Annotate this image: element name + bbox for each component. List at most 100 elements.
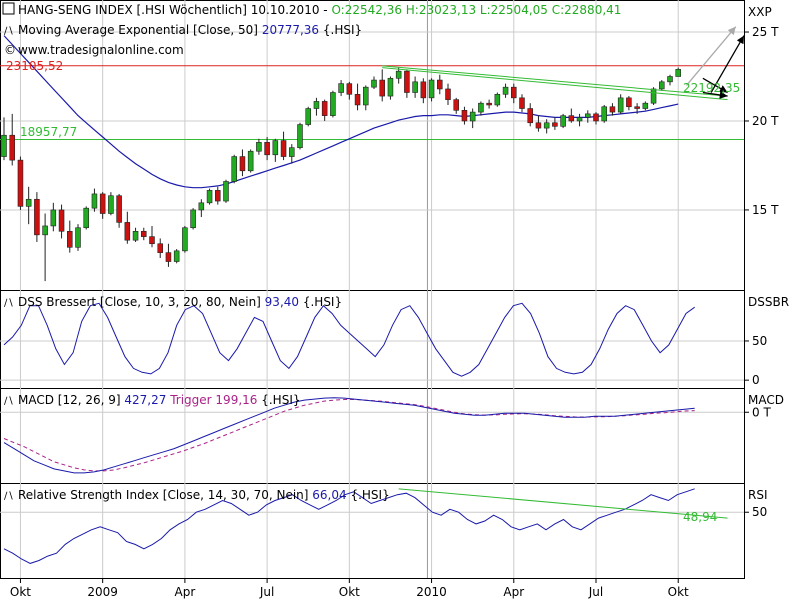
candle-body (527, 108, 533, 124)
x-axis-tick-label: Okt (339, 585, 360, 599)
rsi-trendline (398, 488, 728, 519)
rsi-trendline-value-label: 48,94 (683, 510, 717, 524)
dss-line (3, 302, 695, 377)
candle-body (667, 76, 673, 83)
wave-icon: ∕∖ (4, 396, 14, 407)
candle-body (272, 140, 279, 156)
candle-body (363, 86, 369, 106)
candle-body (675, 69, 681, 77)
x-axis-tick-label: Jul (259, 585, 274, 599)
rsi-axis-tick-label: 50 (752, 505, 767, 519)
projection-arrow (710, 35, 745, 93)
candle-body (346, 83, 353, 95)
projection-arrow (702, 91, 728, 99)
candle-body (223, 181, 229, 202)
price-axis-tick-label: 25 T (752, 25, 779, 39)
rsi-title-name: Relative Strength Index [Close, 14, 30, … (18, 488, 312, 502)
macd-title-name: MACD [12, 26, 9] (18, 393, 124, 407)
candle-body (42, 225, 48, 236)
x-axis-tick-label: 2010 (416, 585, 447, 599)
ema-title-value: 20777,36 (262, 23, 319, 37)
dss-axis-tick-label: 0 (752, 373, 760, 387)
x-axis-tick-label: Okt (668, 585, 689, 599)
candle-body (486, 102, 492, 106)
candle-body (519, 97, 525, 109)
projection-arrow (685, 26, 737, 86)
candle-body (609, 106, 616, 113)
rsi-title: Relative Strength Index [Close, 14, 30, … (18, 488, 390, 502)
price-trendline (382, 67, 728, 101)
candle-body (543, 122, 550, 129)
price-title: HANG-SENG INDEX [.HSI Wöchentlich] 10.10… (18, 3, 621, 17)
price-axis-tick-label: 15 T (752, 203, 779, 217)
candle-body (387, 77, 394, 97)
source-url: www.tradesignalonline.com (18, 43, 184, 57)
price-axis-label: XXP (748, 5, 772, 19)
candle-body (116, 195, 122, 223)
candle-body (264, 142, 270, 156)
candle-body (560, 115, 566, 127)
dss-title-name: DSS Bressert [Close, 10, 3, 20, 80, Nein… (18, 295, 265, 309)
candle-body (453, 99, 459, 111)
price-axis-tick-label: 20 T (752, 114, 779, 128)
dss-title-value: 93,40 (265, 295, 299, 309)
candle-body (552, 122, 558, 127)
candle-body (535, 122, 542, 129)
candle-body (83, 207, 89, 229)
candle-body (404, 70, 410, 93)
price-ohlc-values: O:22542,36 H:23023,13 L:22504,05 C:22880… (331, 3, 621, 17)
candle-body (124, 222, 131, 241)
candle-body (34, 198, 40, 236)
candle-body (297, 124, 303, 148)
candle-body (256, 142, 262, 152)
candle-body (338, 83, 344, 93)
candle-body (469, 111, 476, 122)
candle-body (157, 243, 163, 253)
dss-axis-label: DSSBR (748, 295, 789, 309)
candle-body (593, 113, 599, 122)
candle-body (165, 252, 172, 262)
ema-title: Moving Average Exponential [Close, 50] 2… (18, 23, 362, 37)
x-axis-tick-label: Jul (588, 585, 603, 599)
candle-body (132, 230, 139, 241)
candle-body (58, 209, 65, 232)
candle-body (659, 81, 665, 90)
rsi-title-symbol: {.HSI} (347, 488, 390, 502)
candle-body (420, 81, 427, 99)
candle-body (173, 250, 180, 262)
candle-body (141, 230, 147, 237)
candle-body (395, 70, 402, 79)
rsi-title-value: 66,04 (312, 488, 346, 502)
candle-body (99, 193, 106, 214)
candle-body (1, 134, 7, 157)
macd-axis-label: MACD (748, 393, 784, 407)
checkbox-icon (2, 2, 15, 15)
candle-body (642, 102, 649, 109)
candle-body (75, 227, 81, 248)
candle-body (305, 108, 311, 125)
macd-line (3, 397, 695, 474)
candle-body (576, 117, 583, 122)
wave-icon: ∕∖ (4, 491, 14, 502)
candle-body (231, 156, 237, 182)
candle-body (412, 81, 418, 93)
macd-title-trigger: Trigger 199,16 (166, 393, 257, 407)
candle-body (247, 150, 254, 172)
candle-body (17, 159, 24, 207)
ema-50-line (3, 35, 679, 189)
candle-body (108, 195, 114, 214)
x-axis-tick-label: Apr (503, 585, 524, 599)
candle-body (50, 209, 57, 227)
candle-body (313, 101, 320, 109)
candle-body (494, 93, 501, 106)
dss-title-symbol: {.HSI} (299, 295, 342, 309)
candle-body (321, 101, 328, 116)
candle-body (330, 92, 336, 116)
macd-trigger-line (3, 399, 695, 472)
resistance-level-label: 23105,52 (6, 59, 63, 73)
candle-body (428, 79, 435, 99)
candle-body (617, 97, 624, 113)
candle-body (280, 140, 287, 157)
candle-body (568, 115, 575, 122)
